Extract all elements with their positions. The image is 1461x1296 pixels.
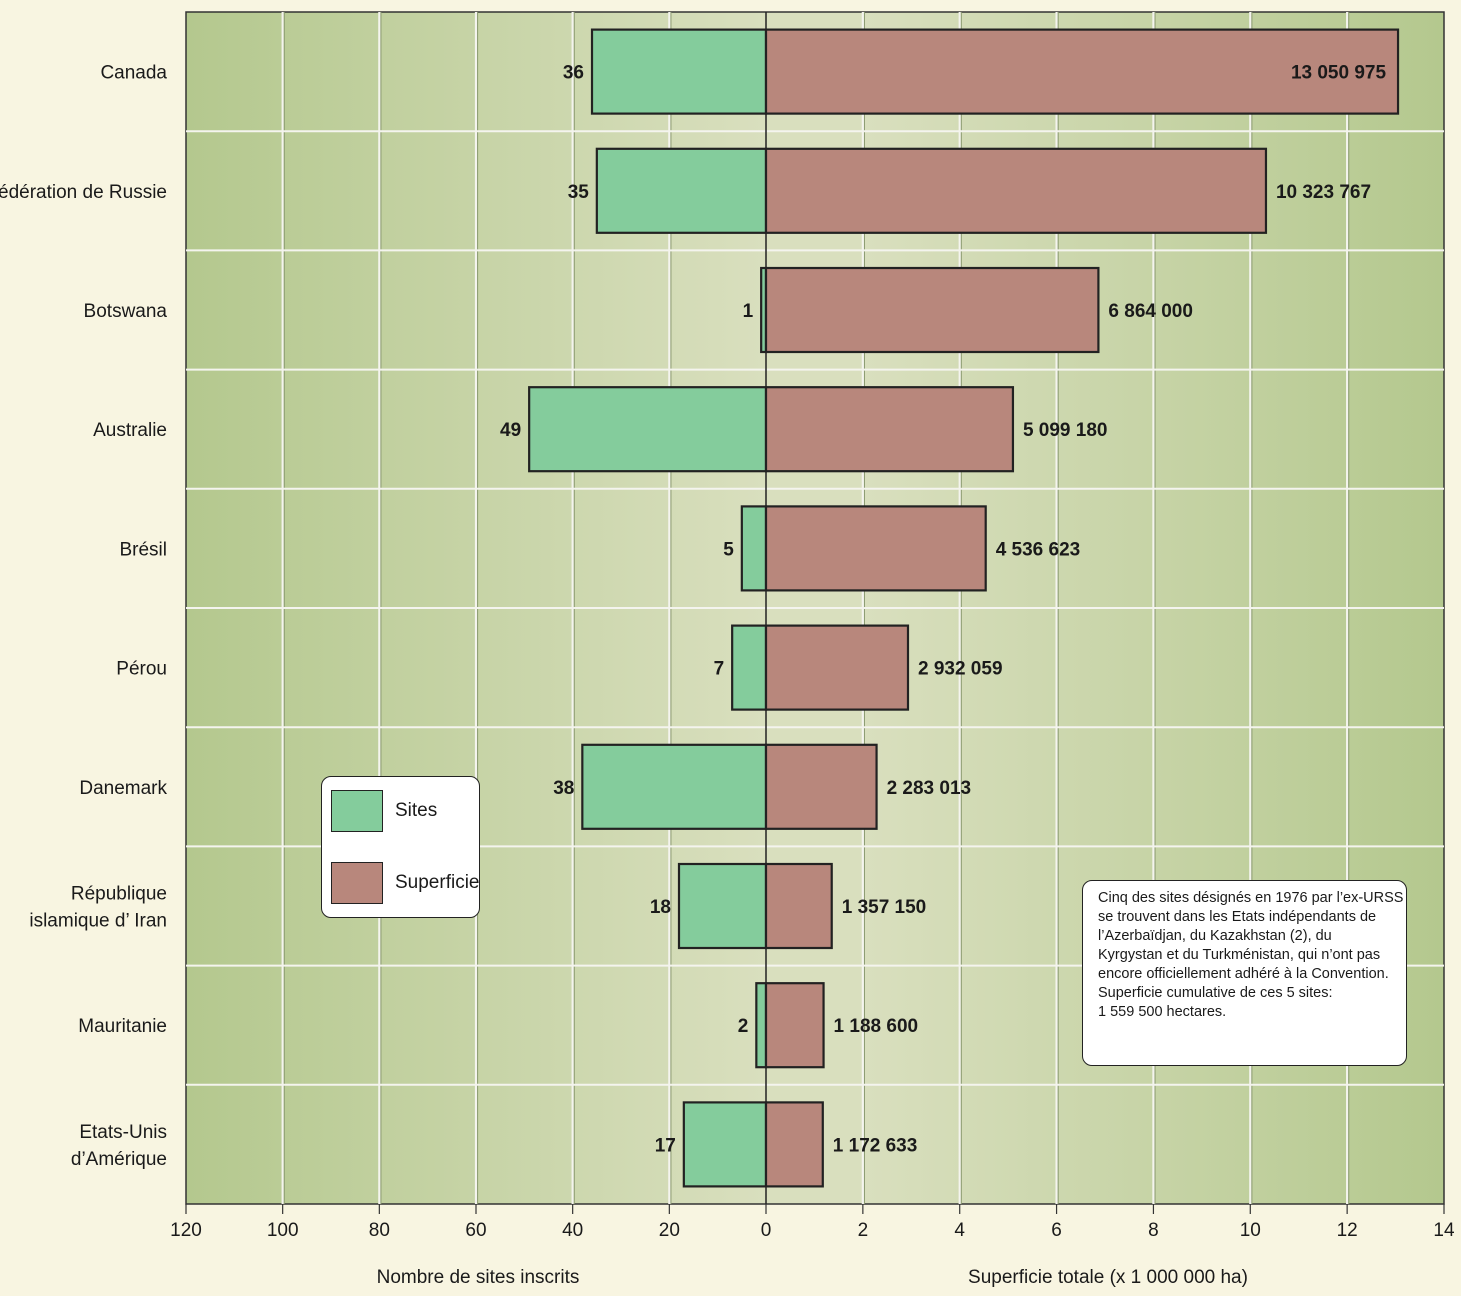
bar-sites <box>595 147 768 234</box>
right-axis-title: Superficie totale (x 1 000 000 ha) <box>968 1267 1248 1288</box>
bar-superficie <box>764 862 833 950</box>
legend-item-sites: Sites <box>331 790 437 832</box>
bar-superficie <box>764 386 1015 473</box>
right-tick-label: 8 <box>1148 1220 1159 1241</box>
left-tick-label: 60 <box>465 1220 486 1241</box>
category-label: Botswana <box>84 301 168 322</box>
right-tick-label: 10 <box>1240 1220 1261 1241</box>
data-label-sites: 18 <box>650 897 671 918</box>
bar-superficie <box>764 266 1100 354</box>
annotation-note: Cinq des sites désignés en 1976 par l’ex… <box>1082 880 1407 1066</box>
note-line: Superficie cumulative de ces 5 sites: <box>1098 985 1333 1001</box>
right-tick-label: 6 <box>1051 1220 1062 1241</box>
left-tick-label: 100 <box>267 1220 299 1241</box>
note-line: l’Azerbaïdjan, du Kazakhstan (2), du <box>1098 928 1332 944</box>
bar-sites <box>755 982 768 1069</box>
data-label-sites: 1 <box>743 301 754 322</box>
note-line: encore officiellement adhéré à la Conven… <box>1098 966 1389 982</box>
legend-item-superficie: Superficie <box>331 862 480 904</box>
note-line: se trouvent dans les Etats indépendants … <box>1098 909 1377 925</box>
note-line: Cinq des sites désignés en 1976 par l’ex… <box>1098 890 1404 906</box>
data-label-superficie: 1 172 633 <box>833 1135 918 1156</box>
data-label-superficie: 2 932 059 <box>918 659 1003 680</box>
bars <box>528 28 1400 1188</box>
right-tick-label: 14 <box>1433 1220 1455 1241</box>
data-label-superficie: 5 099 180 <box>1023 420 1108 441</box>
legend-swatch-sites <box>331 790 383 832</box>
data-label-sites: 17 <box>655 1135 676 1156</box>
category-label: République <box>71 884 167 905</box>
data-label-sites: 36 <box>563 63 584 84</box>
bar-superficie <box>764 624 910 711</box>
note-line: Kyrgystan et du Turkménistan, qui n’ont … <box>1098 947 1381 963</box>
note-line: 1 559 500 hectares. <box>1098 1004 1227 1020</box>
data-label-sites: 5 <box>723 539 734 560</box>
bar-superficie <box>764 743 878 830</box>
data-label-sites: 35 <box>568 182 590 203</box>
left-tick-label: 120 <box>170 1220 202 1241</box>
bar-sites <box>682 1101 768 1188</box>
right-tick-label: 4 <box>954 1220 965 1241</box>
legend-swatch-superficie <box>331 862 383 904</box>
left-tick-label: 80 <box>369 1220 390 1241</box>
data-label-superficie: 10 323 767 <box>1276 182 1371 203</box>
bar-sites <box>528 386 768 473</box>
bar-superficie <box>764 505 987 592</box>
bar-superficie <box>764 1101 824 1188</box>
bar-sites <box>677 862 768 950</box>
category-label: Danemark <box>79 778 167 799</box>
legend-label-superficie: Superficie <box>395 872 480 893</box>
data-label-sites: 7 <box>714 659 725 680</box>
bar-sites <box>731 624 768 711</box>
category-label: Fédération de Russie <box>0 182 167 203</box>
data-label-sites: 38 <box>553 778 574 799</box>
data-label-superficie: 4 536 623 <box>996 539 1081 560</box>
bar-superficie <box>764 147 1268 234</box>
left-axis-title: Nombre de sites inscrits <box>377 1267 580 1288</box>
bar-sites <box>590 28 768 115</box>
category-label: Australie <box>93 420 167 441</box>
left-tick-label: 0 <box>761 1220 772 1241</box>
data-label-sites: 49 <box>500 420 521 441</box>
bar-superficie <box>764 28 1400 115</box>
data-label-sites: 2 <box>738 1016 749 1037</box>
category-label: Mauritanie <box>78 1016 167 1037</box>
data-label-superficie: 1 357 150 <box>842 897 927 918</box>
bar-superficie <box>764 982 825 1069</box>
category-label: Canada <box>100 63 167 84</box>
left-tick-label: 40 <box>562 1220 583 1241</box>
bar-sites <box>740 505 768 592</box>
category-label: Etats-Unis <box>79 1122 167 1143</box>
category-label: d’Amérique <box>71 1149 167 1170</box>
data-label-superficie: 13 050 975 <box>1291 63 1387 84</box>
left-tick-label: 20 <box>659 1220 680 1241</box>
legend: Sites Superficie <box>321 776 480 918</box>
right-tick-label: 12 <box>1337 1220 1358 1241</box>
bar-sites <box>581 743 768 830</box>
right-tick-label: 2 <box>858 1220 869 1241</box>
legend-label-sites: Sites <box>395 800 438 821</box>
category-label: Pérou <box>116 659 167 680</box>
data-label-superficie: 6 864 000 <box>1108 301 1193 322</box>
category-label: Brésil <box>119 539 167 560</box>
data-label-superficie: 1 188 600 <box>834 1016 919 1037</box>
category-label: islamique d’ Iran <box>29 911 167 932</box>
data-label-superficie: 2 283 013 <box>887 778 972 799</box>
